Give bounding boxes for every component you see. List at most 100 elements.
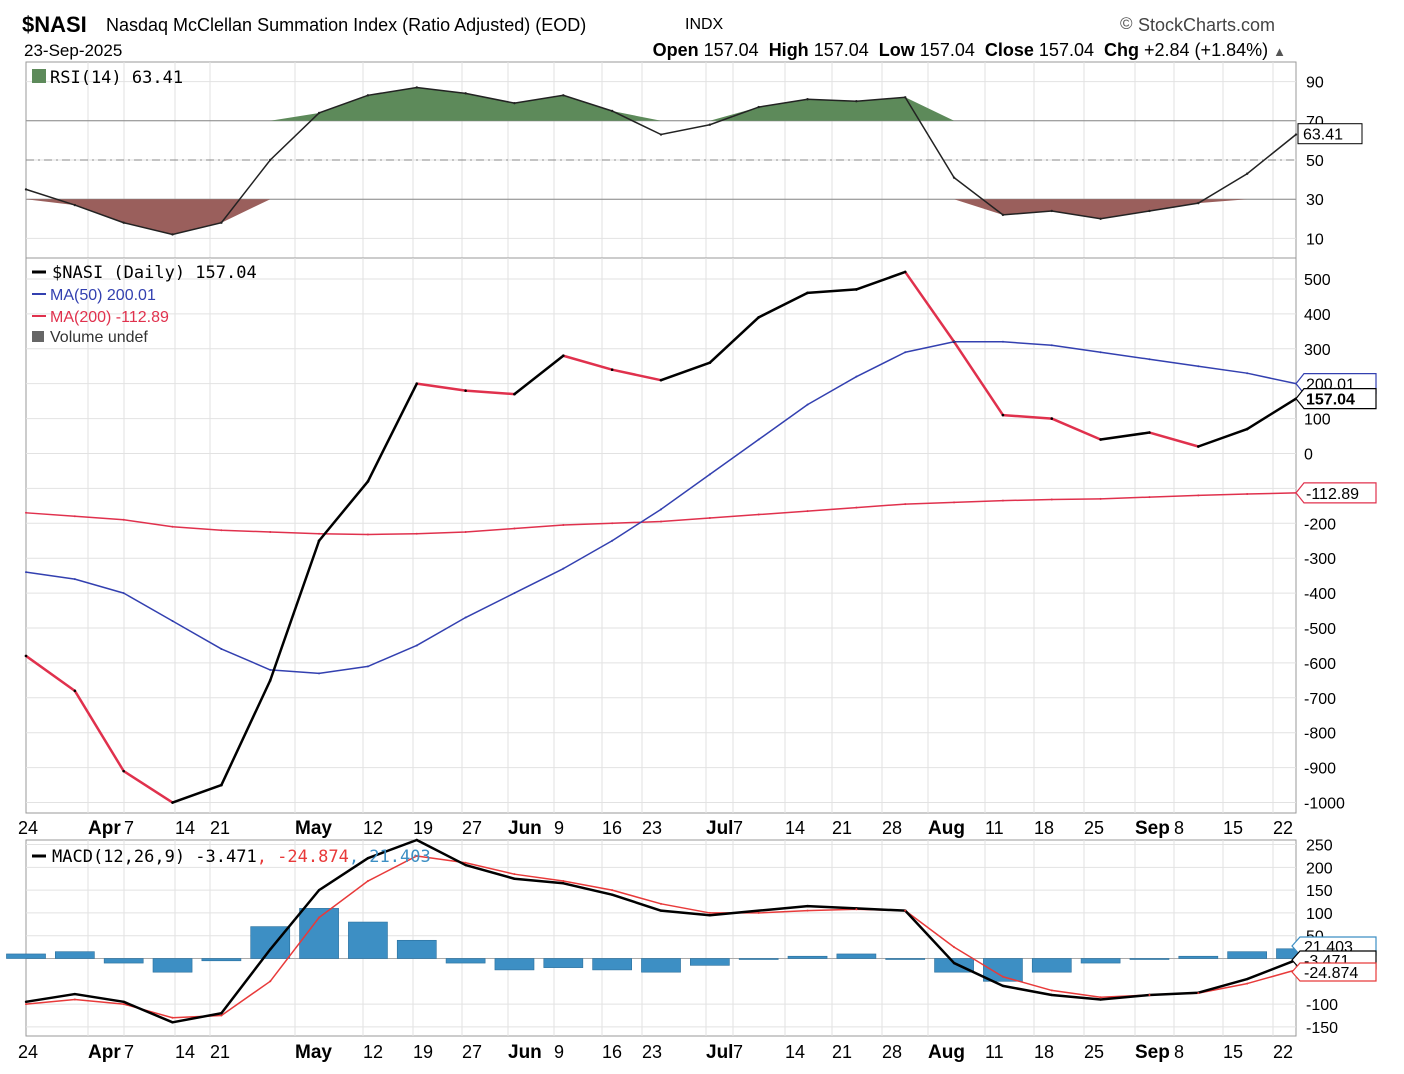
y-tick-label: 200 — [1306, 860, 1333, 877]
x-tick-label: 7 — [124, 818, 134, 838]
x-tick-label: 15 — [1223, 818, 1243, 838]
signal-point — [25, 1003, 27, 1006]
low-label: Low — [878, 40, 915, 60]
macd-point — [415, 838, 418, 842]
macd-x-tick-label: 21 — [832, 1042, 852, 1062]
ma50-point — [122, 592, 125, 595]
y-tick-label: 250 — [1306, 838, 1333, 855]
macd-x-tick-label: 11 — [985, 1042, 1004, 1062]
rsi-point — [1245, 172, 1249, 175]
price-point — [268, 679, 272, 682]
signal-value-tag-text: -24.874 — [1304, 965, 1358, 982]
macd-histogram-bar — [836, 953, 877, 959]
macd-histogram-bar — [445, 958, 486, 964]
macd-histogram-bar — [543, 958, 584, 968]
rsi-point — [1197, 201, 1200, 205]
ma200-point — [366, 533, 369, 536]
ma50-point — [660, 508, 662, 511]
price-value-tag-text: 157.04 — [1306, 392, 1355, 409]
price-point — [513, 392, 516, 396]
ma50-point — [464, 616, 467, 619]
price-segment — [464, 389, 516, 396]
rsi-legend: RSI(14) 63.41 — [50, 68, 183, 88]
ma50-point — [25, 571, 27, 574]
macd-x-tick-label: 28 — [882, 1042, 902, 1062]
x-tick-label: Apr — [88, 818, 121, 839]
price-segment — [1148, 431, 1200, 448]
x-tick-label: 12 — [363, 818, 383, 838]
ma50-point — [269, 668, 272, 671]
panel-frame — [25, 839, 1297, 1037]
y-tick-label: 150 — [1306, 883, 1333, 900]
price-segment — [806, 288, 858, 295]
signal-point — [122, 1003, 125, 1006]
ma200-point — [806, 510, 809, 513]
signal-point — [1099, 996, 1102, 999]
price-segment — [659, 361, 712, 382]
price-segment — [708, 316, 760, 364]
price-point — [903, 270, 907, 274]
x-tick-label: 7 — [733, 818, 743, 838]
ma50-point — [73, 578, 76, 581]
ma50-point — [318, 672, 321, 675]
macd-point — [1001, 984, 1005, 988]
macd-histogram-bar — [103, 958, 144, 964]
y-tick-label: -900 — [1304, 761, 1336, 778]
macd-x-tick-label: 19 — [413, 1042, 433, 1062]
price-segment — [366, 382, 419, 483]
price-legend: $NASI (Daily) 157.04 — [52, 263, 257, 283]
ma50-point — [220, 647, 223, 650]
ma200-point — [1099, 497, 1102, 500]
rsi-point — [415, 86, 418, 89]
macd-point — [73, 992, 77, 996]
price-segment — [317, 480, 370, 542]
price-point — [659, 378, 663, 382]
price-point — [220, 783, 223, 787]
macd-point — [220, 1012, 223, 1015]
ma200-point — [562, 524, 565, 527]
rsi-point — [1001, 213, 1005, 217]
price-point — [366, 480, 370, 483]
ma200-point — [855, 506, 858, 509]
symbol-title: $NASI — [22, 12, 87, 37]
rsi-point — [73, 203, 77, 207]
price-point — [1197, 445, 1200, 448]
macd-x-tick-label: May — [295, 1042, 332, 1063]
macd-point — [562, 882, 565, 885]
x-tick-label: 19 — [413, 818, 433, 838]
macd-x-tick-label: Jul — [706, 1042, 733, 1063]
y-tick-label: -300 — [1304, 551, 1336, 568]
macd-legend-histogram: , 21.403 — [349, 847, 431, 867]
price-point — [855, 288, 858, 291]
macd-x-tick-label: Apr — [88, 1042, 121, 1063]
signal-point — [1197, 992, 1200, 995]
signal-point — [1148, 993, 1151, 996]
rsi-point — [1099, 217, 1102, 220]
macd-histogram-bar — [738, 958, 779, 960]
macd-histogram-bar — [983, 958, 1023, 982]
macd-histogram-bar — [641, 958, 681, 973]
macd-x-tick-label: 14 — [785, 1042, 805, 1062]
price-segment — [757, 291, 809, 319]
exchange-label: INDX — [685, 16, 724, 33]
ma200-point — [1148, 496, 1151, 499]
rsi-point — [562, 94, 565, 97]
ma200-point — [1001, 499, 1004, 502]
macd-point — [464, 863, 467, 867]
macd-x-tick-label: 21 — [210, 1042, 230, 1062]
price-point — [317, 539, 321, 543]
rsi-point — [806, 98, 809, 101]
signal-point — [855, 908, 858, 911]
macd-point — [708, 914, 712, 917]
macd-legend: MACD(12,26,9) -3.471, -24.874, 21.403 — [52, 847, 431, 867]
panel-frame — [25, 257, 1297, 814]
signal-point — [660, 902, 662, 905]
ma50-point — [904, 351, 907, 354]
macd-x-tick-label: Aug — [928, 1042, 965, 1063]
macd-point — [317, 888, 321, 892]
signal-point — [562, 880, 565, 883]
rsi-legend-icon — [32, 69, 46, 83]
y-tick-label: -600 — [1304, 656, 1336, 673]
macd-histogram-bar — [152, 958, 193, 973]
signal-point — [904, 909, 907, 912]
